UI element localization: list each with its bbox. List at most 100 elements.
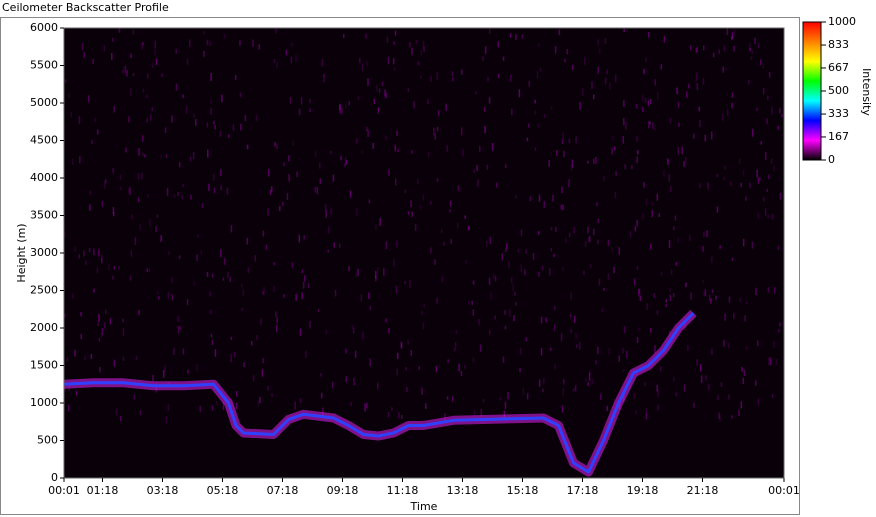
speckle-dot	[282, 201, 284, 206]
speckle-dot	[197, 234, 199, 238]
speckle-dot	[777, 245, 780, 250]
speckle-dot	[220, 169, 222, 176]
speckle-dot	[400, 343, 403, 349]
speckle-dot	[770, 158, 773, 165]
speckle-dot	[98, 337, 101, 342]
speckle-dot	[309, 98, 311, 104]
speckle-dot	[573, 226, 576, 234]
speckle-dot	[388, 169, 390, 176]
speckle-dot	[341, 108, 343, 115]
speckle-dot	[731, 32, 734, 39]
speckle-dot	[528, 80, 531, 87]
speckle-dot	[147, 194, 149, 198]
speckle-dot	[597, 66, 599, 74]
speckle-dot	[211, 273, 214, 278]
speckle-dot	[339, 105, 341, 114]
speckle-dot	[515, 34, 517, 41]
speckle-dot	[562, 204, 564, 211]
speckle-dot	[222, 277, 225, 281]
speckle-dot	[733, 29, 736, 36]
speckle-dot	[118, 266, 120, 270]
speckle-dot	[353, 382, 356, 386]
speckle-dot	[526, 393, 529, 400]
speckle-dot	[155, 226, 157, 232]
y-tick-label: 2500	[30, 284, 58, 297]
speckle-dot	[740, 182, 742, 187]
speckle-dot	[298, 108, 301, 116]
speckle-dot	[182, 184, 184, 188]
speckle-dot	[230, 225, 233, 233]
speckle-dot	[746, 300, 748, 305]
speckle-dot	[349, 190, 352, 198]
speckle-dot	[139, 223, 142, 231]
speckle-dot	[325, 330, 328, 335]
speckle-dot	[353, 377, 355, 382]
speckle-dot	[609, 82, 611, 90]
speckle-dot	[751, 128, 754, 137]
speckle-dot	[173, 347, 175, 356]
speckle-dot	[568, 232, 571, 238]
speckle-dot	[298, 234, 301, 243]
speckle-dot	[151, 107, 153, 112]
speckle-dot	[740, 401, 743, 409]
speckle-dot	[165, 416, 168, 424]
speckle-dot	[79, 156, 81, 164]
speckle-dot	[209, 40, 211, 47]
colorbar-tick-label: 500	[828, 84, 849, 97]
speckle-dot	[745, 196, 747, 201]
speckle-dot	[652, 122, 654, 129]
speckle-dot	[177, 316, 180, 322]
speckle-dot	[89, 204, 91, 211]
speckle-dot	[515, 302, 517, 306]
speckle-dot	[330, 150, 332, 155]
speckle-dot	[545, 317, 548, 323]
speckle-dot	[723, 340, 725, 347]
speckle-dot	[561, 186, 563, 193]
speckle-dot	[122, 356, 125, 361]
speckle-dot	[141, 172, 143, 179]
speckle-dot	[527, 123, 530, 128]
speckle-dot	[750, 56, 753, 60]
speckle-dot	[345, 376, 347, 383]
speckle-dot	[505, 248, 507, 253]
speckle-dot	[421, 387, 423, 395]
speckle-dot	[477, 179, 479, 187]
speckle-dot	[222, 402, 225, 410]
speckle-dot	[166, 187, 169, 196]
speckle-dot	[636, 219, 638, 227]
speckle-dot	[137, 173, 140, 180]
speckle-dot	[756, 107, 758, 111]
speckle-dot	[589, 370, 591, 375]
speckle-dot	[394, 178, 397, 186]
speckle-dot	[200, 250, 203, 255]
speckle-dot	[667, 159, 669, 165]
speckle-dot	[146, 94, 148, 99]
x-tick-label: 00:01	[48, 484, 80, 497]
speckle-dot	[541, 265, 544, 271]
speckle-dot	[122, 318, 124, 323]
speckle-dot	[695, 48, 697, 54]
speckle-dot	[181, 195, 184, 200]
speckle-dot	[597, 346, 599, 355]
speckle-dot	[637, 150, 639, 155]
speckle-dot	[395, 285, 398, 294]
chart-title: Ceilometer Backscatter Profile	[2, 1, 169, 14]
speckle-dot	[717, 394, 719, 401]
speckle-dot	[718, 412, 720, 420]
speckle-dot	[160, 235, 162, 242]
speckle-dot	[321, 58, 324, 67]
speckle-dot	[398, 412, 400, 418]
speckle-dot	[534, 110, 537, 115]
speckle-dot	[615, 74, 617, 83]
speckle-dot	[696, 83, 699, 91]
speckle-dot	[206, 271, 209, 277]
speckle-dot	[112, 37, 114, 42]
speckle-dot	[599, 393, 602, 401]
speckle-dot	[695, 73, 698, 81]
speckle-dot	[417, 178, 419, 185]
speckle-dot	[317, 308, 320, 313]
y-tick-label: 2000	[30, 321, 58, 334]
speckle-dot	[267, 208, 269, 216]
speckle-dot	[374, 270, 377, 279]
speckle-dot	[570, 328, 572, 334]
